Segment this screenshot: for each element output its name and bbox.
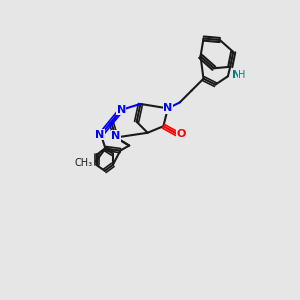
- Text: N: N: [111, 131, 120, 141]
- Text: N: N: [95, 130, 104, 140]
- Text: CH₃: CH₃: [75, 158, 93, 168]
- Text: H: H: [238, 70, 246, 80]
- Text: O: O: [176, 129, 186, 139]
- Text: N: N: [232, 70, 242, 80]
- Text: N: N: [163, 103, 172, 113]
- Text: N: N: [116, 105, 126, 115]
